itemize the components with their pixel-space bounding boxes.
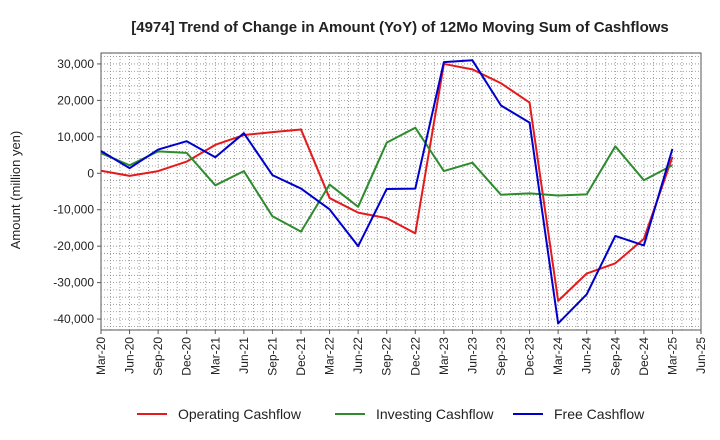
plot-area <box>100 52 702 331</box>
x-tick-label: Jun-23 <box>465 337 479 374</box>
chart-title: [4974] Trend of Change in Amount (YoY) o… <box>131 19 669 36</box>
x-axis-ticks: Mar-20 Jun-20 Sep-20 Dec-20 Mar-21 Jun-21 Sep-… <box>94 330 708 376</box>
x-tick-label: Mar-22 <box>323 337 337 375</box>
x-tick-label: Jun-25 <box>694 337 708 374</box>
y-tick-label: 10,000 <box>57 130 94 144</box>
x-tick-label: Jun-20 <box>123 337 137 374</box>
free-cashflow-legend-label: Free Cashflow <box>554 406 645 422</box>
horizontal-gridlines <box>101 56 701 327</box>
y-axis-ticks: 30,000 20,000 10,000 0 -10,000 -20,000 -30,000… <box>53 57 101 326</box>
investing-cashflow-legend-label: Investing Cashflow <box>376 406 494 422</box>
operating-cashflow-legend-label: Operating Cashflow <box>178 406 302 422</box>
free-cashflow-line <box>100 59 674 325</box>
x-tick-label: Mar-24 <box>551 337 565 375</box>
x-tick-label: Mar-25 <box>665 337 679 375</box>
y-tick-label: 20,000 <box>57 93 94 107</box>
y-tick-label: -20,000 <box>53 239 94 253</box>
x-tick-label: Dec-22 <box>408 337 422 376</box>
investing-cashflow-line <box>100 126 673 233</box>
y-tick-label: -30,000 <box>53 276 94 290</box>
y-tick-label: 0 <box>87 166 94 180</box>
x-tick-label: Sep-24 <box>608 337 622 376</box>
x-tick-label: Sep-21 <box>265 337 279 376</box>
operating-cashflow-line <box>100 62 674 302</box>
x-tick-label: Jun-22 <box>351 337 365 374</box>
y-axis-label: Amount (million yen) <box>8 131 23 250</box>
vertical-gridlines <box>110 53 692 330</box>
x-tick-label: Dec-20 <box>180 337 194 376</box>
x-tick-label: Jun-21 <box>237 337 251 374</box>
y-tick-label: 30,000 <box>57 57 94 71</box>
x-tick-label: Dec-21 <box>294 337 308 376</box>
legend: Operating Cashflow Investing Cashflow Free… <box>137 406 645 422</box>
x-tick-label: Sep-20 <box>151 337 165 376</box>
plot-frame <box>100 52 702 331</box>
x-tick-label: Sep-23 <box>494 337 508 376</box>
x-tick-label: Sep-22 <box>380 337 394 376</box>
x-tick-label: Jun-24 <box>580 337 594 374</box>
x-tick-label: Mar-21 <box>208 337 222 375</box>
series-lines <box>100 59 674 325</box>
y-tick-label: -40,000 <box>53 312 94 326</box>
x-tick-label: Mar-23 <box>437 337 451 375</box>
x-tick-label: Mar-20 <box>94 337 108 375</box>
x-tick-label: Dec-24 <box>637 337 651 376</box>
x-tick-label: Dec-23 <box>523 337 537 376</box>
y-tick-label: -10,000 <box>53 203 94 217</box>
